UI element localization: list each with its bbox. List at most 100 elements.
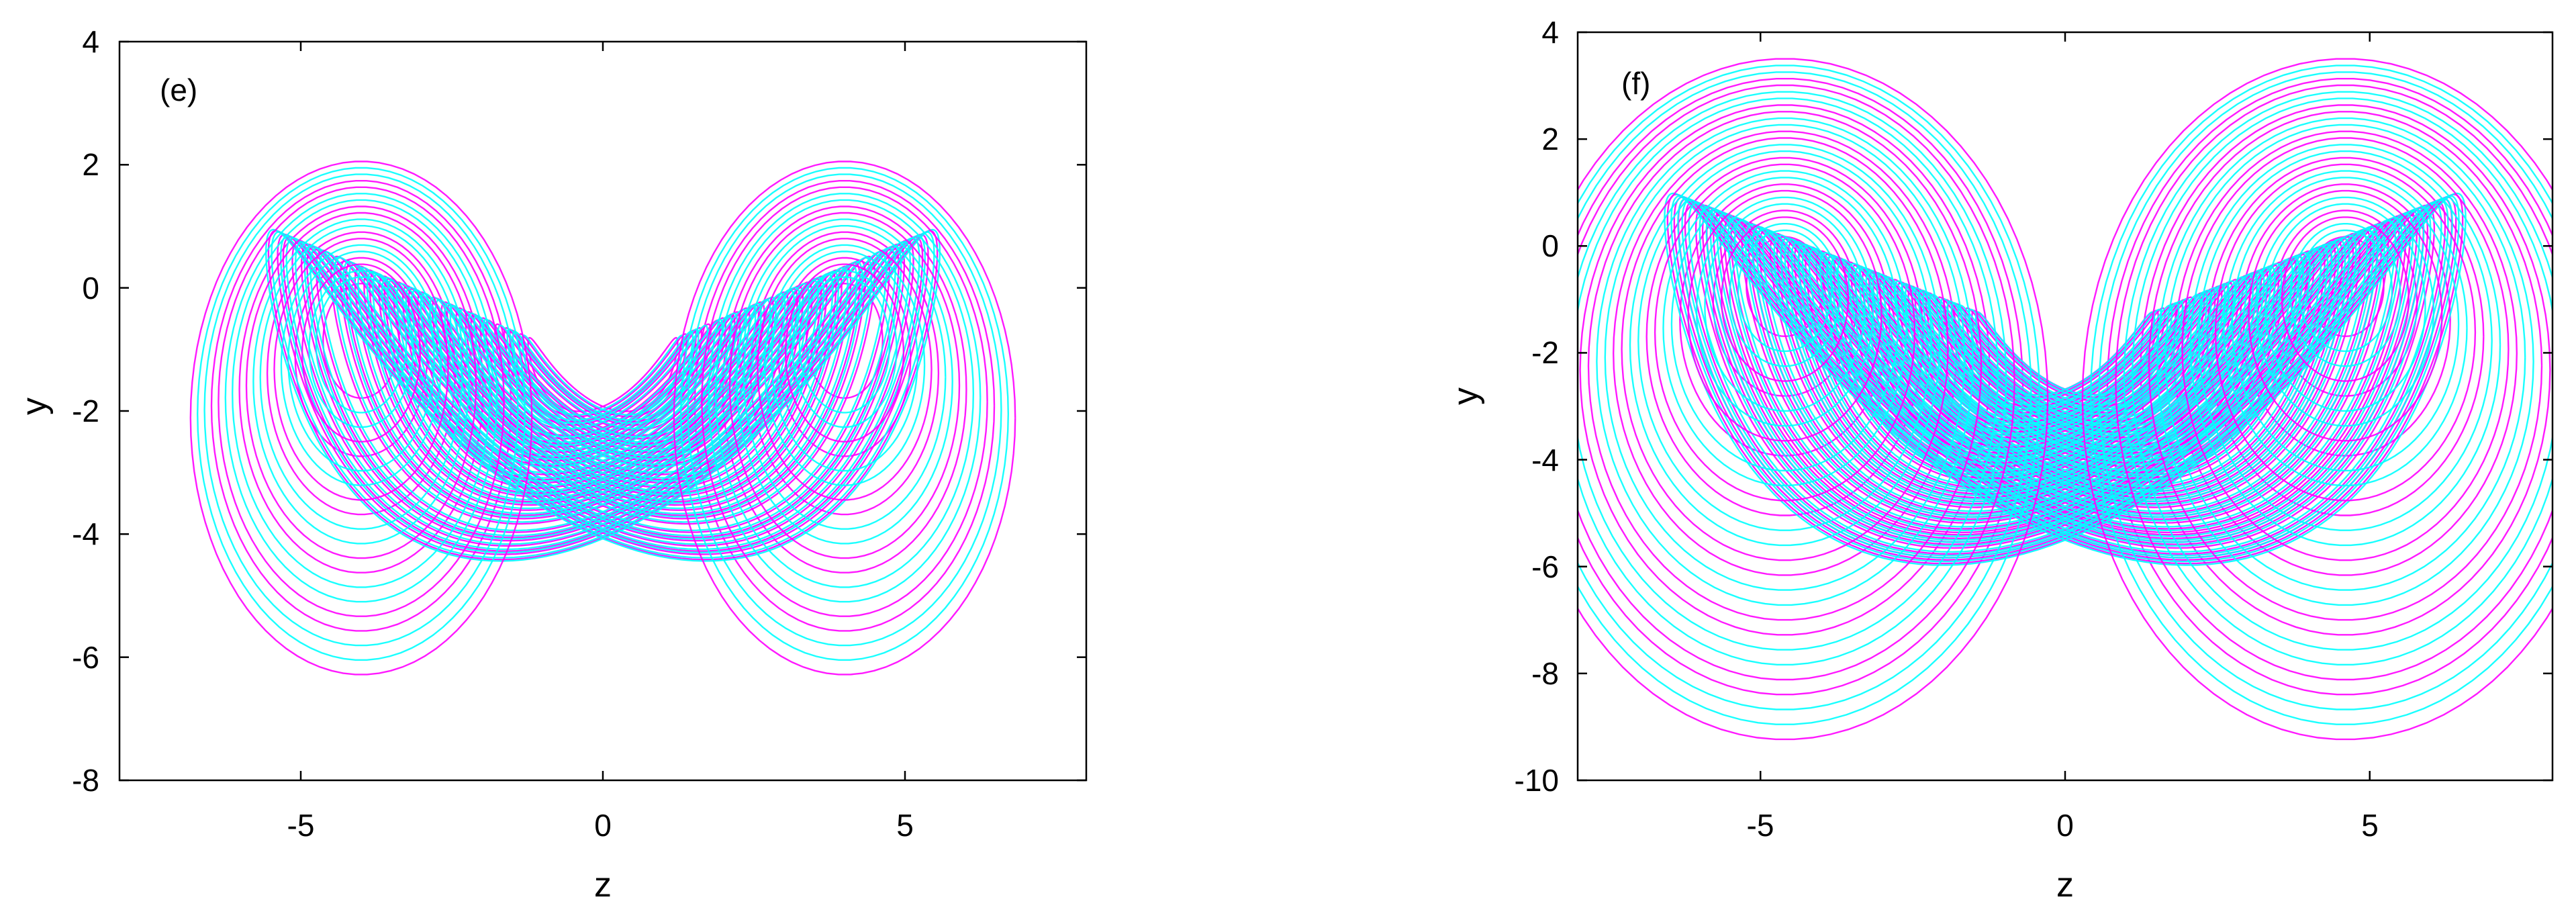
- trajectory-f-0-38: [1822, 252, 2308, 479]
- lobe-spiral-f-1-1-6: [2197, 150, 2493, 531]
- lobe-spiral-e-1-1-5: [728, 212, 961, 559]
- lobe-spiral-f-1-1-3: [2248, 189, 2443, 442]
- trajectory-f-1-25: [1716, 212, 2414, 537]
- lobe-spiral-e-1-0-8: [694, 180, 996, 632]
- trajectory-f-1-4: [1709, 210, 2421, 541]
- trajectory-f-1-38: [1705, 208, 2425, 543]
- lobe-spiral-f-0-0-13: [1578, 64, 2040, 725]
- trajectory-f-1-39: [1825, 254, 2305, 477]
- lobe-spiral-f-0-0-10: [1579, 104, 1991, 636]
- trajectory-f-0-19: [1741, 222, 2389, 524]
- trajectory-e-1-2: [366, 270, 840, 504]
- y-tick-label-f-0: 0: [1541, 228, 1559, 263]
- lobe-spiral-e-0-0-5: [252, 218, 470, 545]
- panel-label-e: (e): [160, 73, 197, 107]
- trajectory-f-0-43: [1793, 242, 2337, 495]
- y-tick-label-f-m8: -8: [1531, 656, 1559, 691]
- trajectory-f-1-6: [1950, 302, 2180, 410]
- y-tick-label-f-m4: -4: [1531, 443, 1559, 477]
- lobe-spiral-f-1-1-13: [2081, 58, 2553, 741]
- lobe-spiral-e-1-1-4: [743, 225, 947, 530]
- trajectory-e-1-24: [473, 314, 732, 443]
- x-tick-label-f-5: 5: [2361, 808, 2379, 843]
- lobe-spiral-f-1-1-9: [2148, 111, 2543, 621]
- lobe-spiral-f-0-0-6: [1645, 156, 1924, 516]
- trajectory-f-1-36: [1780, 236, 2350, 503]
- trajectory-group-f: [1578, 58, 2553, 741]
- lobe-spiral-e-1-0-3: [763, 244, 926, 486]
- lobe-spiral-e-1-1-2: [771, 250, 918, 472]
- trajectory-e-0-1: [363, 269, 843, 506]
- trajectory-e-0-15: [455, 307, 751, 453]
- lobe-spiral-e-0-0-3: [280, 244, 442, 486]
- trajectory-e-1-29: [449, 305, 757, 457]
- trajectory-f-0-11: [1723, 215, 2407, 534]
- trajectory-f-1-28: [1762, 230, 2368, 512]
- lobe-spiral-f-1-0-12: [2106, 78, 2553, 696]
- trajectory-f-1-43: [1677, 197, 2453, 559]
- tick-marks-e: [120, 40, 1086, 782]
- lobe-spiral-f-0-0-9: [1596, 117, 1974, 606]
- trajectory-e-1-16: [459, 308, 747, 452]
- trajectory-f-1-37: [1900, 283, 2230, 437]
- trajectory-f-1-19: [1940, 297, 2191, 415]
- trajectory-e-0-0: [527, 336, 679, 412]
- lobe-spiral-e-0-1-2: [287, 250, 435, 472]
- trajectory-e-1-31: [387, 279, 819, 493]
- lobe-spiral-f-0-1-13: [1578, 58, 2049, 741]
- lobe-spiral-f-0-1-11: [1578, 84, 2015, 681]
- y-tick-label-e-m6: -6: [72, 640, 99, 675]
- tick-marks-f: [1578, 31, 2553, 782]
- lobe-spiral-f-0-1-6: [1637, 150, 1932, 531]
- trajectory-e-0-25: [408, 287, 798, 481]
- trajectory-f-1-5: [1830, 256, 2300, 475]
- trajectory-f-1-29: [1882, 276, 2248, 447]
- trajectory-f-1-7: [1756, 227, 2375, 516]
- lobe-spiral-f-0-1-3: [1687, 189, 1882, 442]
- lobe-spiral-e-1-1-1: [784, 263, 905, 443]
- trajectory-f-0-40: [1748, 224, 2383, 520]
- trajectory-f-0-14: [1769, 232, 2361, 508]
- trajectory-f-0-27: [1758, 228, 2372, 514]
- trajectory-f-1-15: [1773, 234, 2357, 506]
- trajectory-e-1-26: [411, 289, 795, 479]
- x-tick-label-e-5: 5: [896, 808, 914, 843]
- lobe-spiral-e-0-1-0: [315, 276, 408, 414]
- trajectory-e-1-20: [333, 257, 873, 523]
- lobe-spiral-f-1-1-7: [2181, 137, 2510, 561]
- lobe-spiral-e-0-0-4: [266, 231, 457, 516]
- trajectory-e-1-0: [429, 296, 777, 469]
- x-tick-label-f-m5: -5: [1747, 808, 1774, 843]
- y-tick-label-f-m6: -6: [1531, 549, 1559, 584]
- y-axis-label-f: y: [1446, 387, 1485, 405]
- lobe-spiral-e-1-1-0: [798, 276, 891, 414]
- trajectory-group-e: [189, 160, 1016, 676]
- y-tick-label-f-m2: -2: [1531, 335, 1559, 370]
- lobe-spiral-f-1-0-0: [2306, 236, 2385, 337]
- lobe-spiral-f-1-1-4: [2231, 177, 2460, 471]
- x-axis-label-e: z: [594, 866, 612, 905]
- trajectory-f-1-32: [1929, 293, 2201, 421]
- trajectory-f-1-35: [1974, 311, 2156, 396]
- lobe-spiral-e-1-0-5: [736, 218, 953, 545]
- trajectory-e-1-23: [372, 273, 834, 501]
- trajectory-e-0-9: [378, 275, 828, 498]
- trajectory-e-1-27: [512, 330, 694, 421]
- lobe-spiral-e-0-0-7: [224, 193, 498, 603]
- trajectory-f-0-42: [1673, 196, 2457, 561]
- trajectory-e-1-4: [303, 244, 902, 540]
- x-tick-label-e-m5: -5: [287, 808, 315, 843]
- lobe-spiral-e-1-1-6: [714, 199, 974, 588]
- lobe-spiral-f-1-0-8: [2173, 130, 2518, 576]
- trajectory-f-1-3: [1904, 284, 2226, 434]
- lobe-spiral-e-1-1-8: [687, 173, 1002, 647]
- trajectory-e-1-7: [342, 261, 863, 518]
- lobe-spiral-e-1-1-9: [673, 160, 1016, 676]
- lobe-spiral-e-0-1-9: [189, 160, 533, 676]
- lobe-spiral-f-0-1-0: [1737, 229, 1833, 353]
- lobe-spiral-f-0-1-4: [1670, 177, 1899, 471]
- lobe-spiral-f-0-0-2: [1712, 210, 1858, 397]
- lobe-spiral-f-0-1-10: [1578, 97, 1999, 651]
- y-tick-label-f-4: 4: [1541, 15, 1559, 50]
